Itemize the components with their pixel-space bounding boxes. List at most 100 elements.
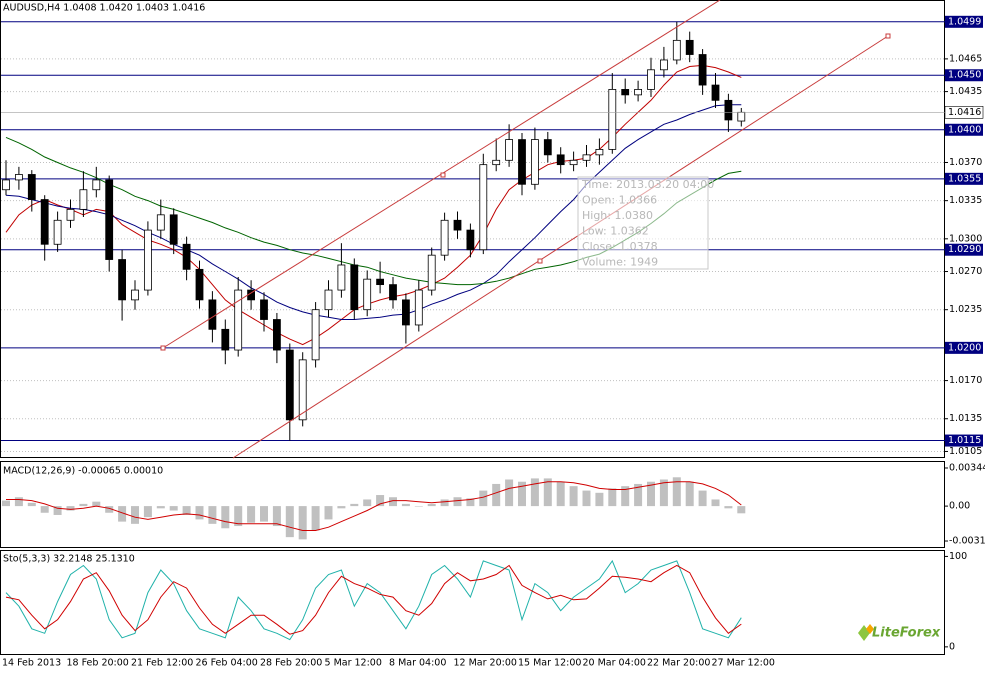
macd-bar bbox=[14, 497, 23, 507]
candle-body bbox=[79, 189, 88, 210]
y-tick-label: -0.00315 bbox=[949, 536, 985, 547]
level-box bbox=[945, 172, 983, 185]
macd-bar bbox=[298, 506, 307, 540]
candle-body bbox=[427, 254, 436, 291]
level-box bbox=[945, 341, 983, 354]
tooltip-line: Open: 1.0366 bbox=[582, 194, 657, 207]
candle-body bbox=[608, 89, 617, 150]
macd-bar bbox=[440, 499, 449, 507]
macd-bar bbox=[389, 497, 397, 507]
y-tick-label: 1.0270 bbox=[949, 266, 982, 277]
channel-lower bbox=[232, 35, 889, 459]
macd-bar bbox=[247, 506, 256, 523]
level-label: 1.0400 bbox=[948, 124, 981, 135]
macd-bar bbox=[143, 506, 152, 518]
macd-bar bbox=[272, 506, 281, 527]
macd-bar bbox=[685, 481, 694, 507]
candle-body bbox=[660, 59, 668, 71]
candle-body bbox=[556, 154, 565, 166]
macd-bar bbox=[621, 486, 630, 507]
y-tick-label: 100 bbox=[949, 551, 967, 562]
candle-body bbox=[543, 139, 552, 156]
candle-body bbox=[169, 214, 178, 245]
macd-bar bbox=[118, 506, 127, 522]
y-tick-label: 1.0370 bbox=[949, 157, 982, 168]
macd-bar bbox=[672, 477, 681, 507]
macd-bar bbox=[427, 503, 436, 507]
macd-bar bbox=[221, 506, 230, 529]
y-tick-label: 1.0170 bbox=[949, 375, 982, 386]
candle-body bbox=[14, 174, 23, 181]
macd-bar bbox=[376, 495, 385, 507]
anchor bbox=[537, 258, 543, 264]
macd-bar bbox=[492, 483, 501, 507]
logo-mark bbox=[866, 624, 874, 634]
macd-bar bbox=[324, 506, 333, 520]
x-tick-label: 14 Feb 2013 bbox=[2, 658, 61, 669]
macd-bar bbox=[505, 479, 514, 507]
x-tick-label: 18 Feb 20:00 bbox=[67, 658, 129, 669]
candle-body bbox=[389, 284, 397, 301]
candle-body bbox=[672, 39, 681, 61]
anchor bbox=[440, 172, 446, 178]
macd-bar bbox=[105, 506, 114, 513]
level-label: 1.0450 bbox=[948, 70, 981, 81]
macd-bar bbox=[698, 490, 707, 507]
level-box bbox=[945, 15, 983, 28]
level-label: 1.0290 bbox=[948, 244, 981, 255]
candle-body bbox=[505, 139, 514, 161]
level-box bbox=[945, 123, 983, 136]
macd-bar bbox=[337, 506, 346, 509]
tooltip-line: Volume: 1949 bbox=[582, 256, 658, 269]
macd-bar bbox=[453, 497, 462, 507]
level-box bbox=[945, 434, 983, 447]
level-box bbox=[945, 69, 983, 82]
x-tick-label: 15 Mar 12:00 bbox=[518, 658, 581, 669]
y-tick-label: 0 bbox=[949, 641, 955, 652]
macd-bar bbox=[27, 502, 36, 507]
candle-body bbox=[518, 139, 526, 185]
y-tick-label: 1.0335 bbox=[949, 195, 982, 206]
macd-bar bbox=[659, 479, 668, 507]
price-panel bbox=[0, 0, 945, 458]
candle-body bbox=[440, 219, 449, 256]
macd-bar bbox=[195, 506, 204, 520]
candle-body bbox=[156, 214, 165, 231]
candle-body bbox=[466, 229, 475, 251]
macd-bar bbox=[634, 483, 643, 507]
macd-panel bbox=[0, 461, 945, 548]
x-tick-label: 12 Mar 20:00 bbox=[454, 658, 517, 669]
candle-body bbox=[131, 289, 139, 301]
candle-body bbox=[234, 289, 243, 351]
macd-bar bbox=[260, 506, 268, 522]
indicator-line bbox=[5, 64, 742, 346]
last-price-box bbox=[944, 106, 984, 119]
candle-body bbox=[350, 264, 359, 311]
macd-bar bbox=[350, 503, 359, 507]
macd-bar bbox=[724, 506, 733, 509]
level-box bbox=[945, 243, 983, 256]
macd-bar bbox=[414, 506, 423, 507]
macd-bar bbox=[569, 486, 578, 507]
anchor bbox=[885, 33, 891, 39]
candle-body bbox=[182, 243, 191, 270]
macd-bar bbox=[92, 501, 101, 507]
macd-bar bbox=[737, 506, 746, 514]
macd-bar bbox=[556, 481, 565, 507]
macd-bar bbox=[595, 492, 604, 507]
x-tick-label: 28 Feb 20:00 bbox=[260, 658, 322, 669]
macd-bar bbox=[156, 506, 165, 509]
last-price-label: 1.0416 bbox=[948, 107, 981, 118]
macd-bar bbox=[543, 478, 552, 507]
macd-bar bbox=[711, 499, 720, 507]
level-label: 1.0355 bbox=[948, 173, 981, 184]
tooltip-line: Time: 2013.03.20 04:00 bbox=[581, 178, 714, 191]
candle-body bbox=[582, 154, 591, 161]
macd-bar bbox=[363, 499, 372, 507]
macd-bar bbox=[182, 506, 191, 515]
candle-body bbox=[337, 264, 346, 291]
y-tick-label: 1.0135 bbox=[949, 413, 982, 424]
level-label: 1.0200 bbox=[948, 342, 981, 353]
